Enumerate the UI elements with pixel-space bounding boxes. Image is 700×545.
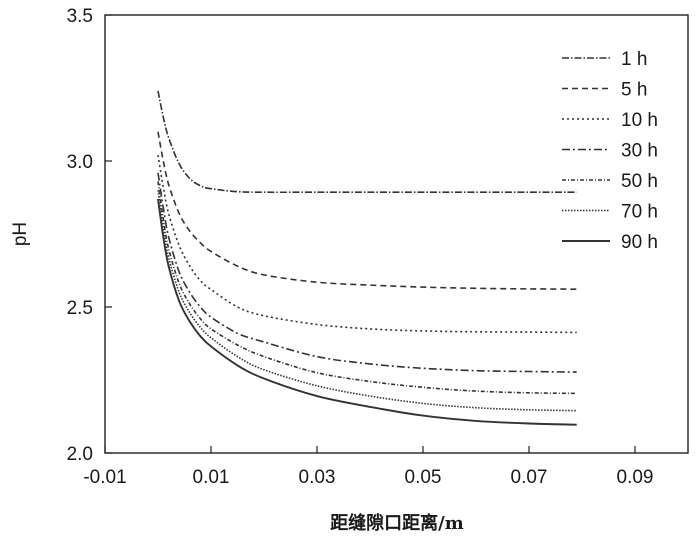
legend-label: 5 h [621, 80, 647, 101]
legend-label: 30 h [621, 141, 658, 162]
legend-label: 90 h [621, 232, 658, 253]
y-axis: 2.0 2.5 3.0 3.5 [67, 6, 112, 465]
series-line-1h [157, 90, 577, 194]
x-tick-label: 0.01 [193, 467, 230, 488]
series-line-5h [157, 131, 577, 290]
x-tick-label: 0.09 [617, 467, 654, 488]
x-tick-label: 0.05 [405, 467, 442, 488]
x-axis: -0.01 0.01 0.03 0.05 0.07 0.09 [83, 446, 653, 488]
series-line-90h [157, 198, 577, 426]
series-line-10h [157, 155, 577, 334]
y-axis-title: pH [10, 222, 31, 246]
y-tick-label: 2.5 [67, 298, 93, 319]
legend: 1 h 5 h 10 h 30 h 50 h 70 h 90 h [562, 49, 658, 253]
x-tick-label: 0.07 [511, 467, 548, 488]
series-layer [157, 90, 577, 426]
legend-label: 1 h [621, 49, 647, 70]
series-line-70h [157, 190, 577, 412]
series-line-50h [157, 181, 577, 395]
legend-label: 50 h [621, 171, 658, 192]
legend-label: 10 h [621, 110, 658, 131]
legend-label: 70 h [621, 202, 658, 223]
x-tick-label: 0.03 [299, 467, 336, 488]
y-tick-label: 3.5 [67, 6, 93, 27]
y-tick-label: 3.0 [67, 152, 93, 173]
x-tick-label: -0.01 [83, 467, 126, 488]
plot-area: -0.01 0.01 0.03 0.05 0.07 0.09 2.0 2.5 3.0 3.5 [67, 6, 689, 488]
plot-frame [104, 14, 689, 454]
x-axis-title: 距缝隙口距离/m [330, 512, 464, 534]
y-tick-label: 2.0 [67, 444, 93, 465]
series-line-30h [157, 172, 577, 373]
